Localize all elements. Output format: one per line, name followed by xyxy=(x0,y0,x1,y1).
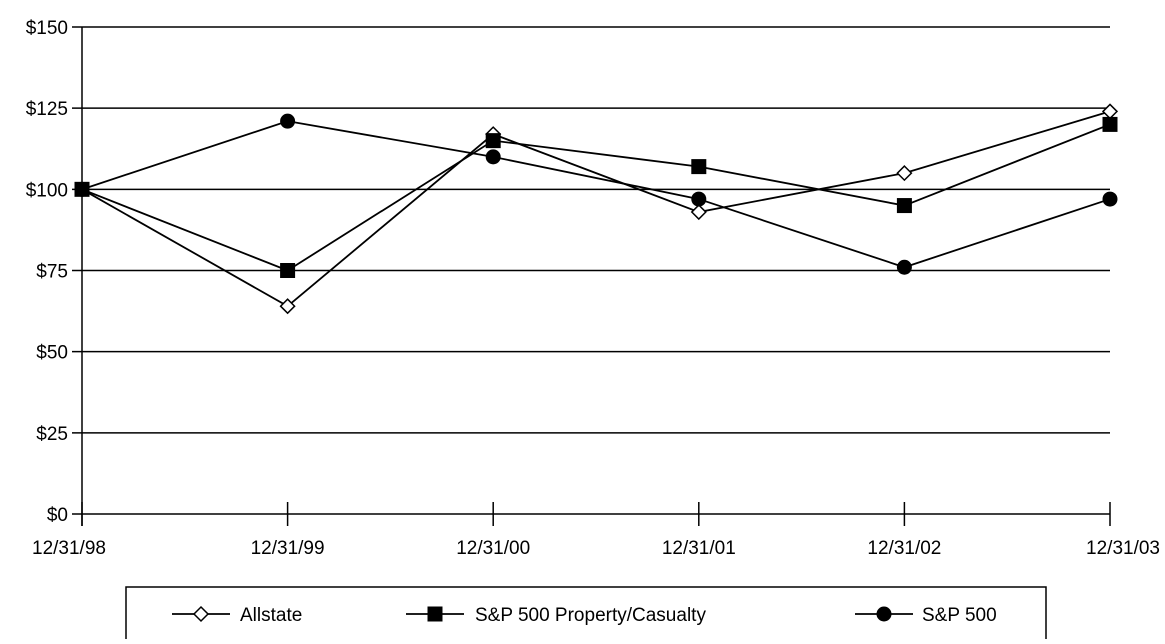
legend-marker xyxy=(427,606,443,622)
x-tick-label: 12/31/03 xyxy=(1086,538,1160,559)
axis-layer: $0 $25 $50 $75 $100 $125 $150 12/31/98 12/31/99 1… xyxy=(26,18,1160,559)
x-tick-label: 12/31/99 xyxy=(251,538,325,559)
data-point xyxy=(1102,191,1118,207)
data-point xyxy=(485,133,501,149)
data-point xyxy=(1102,116,1118,132)
data-point xyxy=(280,263,296,278)
legend-label: S&P 500 Property/Casualty xyxy=(475,605,706,626)
legend-item: S&P 500 Property/Casualty xyxy=(406,605,706,626)
data-point xyxy=(279,298,296,315)
data-point xyxy=(691,191,707,207)
data-point xyxy=(74,181,90,197)
legend-box xyxy=(125,586,1047,644)
data-point xyxy=(690,203,707,221)
series-line xyxy=(81,110,1111,308)
y-tick-label: $150 xyxy=(26,18,68,39)
data-point xyxy=(896,198,912,214)
y-tick-label: $100 xyxy=(26,180,68,201)
data-point xyxy=(896,165,913,182)
x-tick-label: 12/31/02 xyxy=(867,538,941,559)
data-point xyxy=(691,159,707,175)
legend: Allstate S&P 500 Property/Casualty S&P 500 xyxy=(125,586,1047,644)
data-point xyxy=(1101,103,1119,120)
grid-layer xyxy=(72,26,1110,515)
data-point xyxy=(280,113,296,129)
data-point xyxy=(485,149,501,165)
legend-item: S&P 500 xyxy=(855,605,997,626)
data-point xyxy=(896,259,912,275)
y-tick-label: $25 xyxy=(36,424,68,445)
legend-marker xyxy=(876,606,892,622)
x-tick-label: 12/31/01 xyxy=(662,538,736,559)
x-tick-label: 12/31/98 xyxy=(32,538,106,559)
y-tick-label: $125 xyxy=(26,99,68,120)
legend-label: Allstate xyxy=(240,605,302,626)
series-s-p-500-property-casualty xyxy=(74,116,1118,278)
series-s-p-500 xyxy=(74,113,1118,275)
legend-marker xyxy=(192,605,210,623)
series-layer xyxy=(73,103,1119,315)
series-allstate xyxy=(73,103,1119,315)
legend-item: Allstate xyxy=(172,605,302,626)
y-tick-label: $50 xyxy=(36,343,68,364)
series-line xyxy=(81,120,1111,269)
y-tick-label: $0 xyxy=(47,505,68,526)
x-tick-label: 12/31/00 xyxy=(456,538,530,559)
legend-label: S&P 500 xyxy=(922,605,997,626)
series-line xyxy=(81,123,1111,272)
y-tick-label: $75 xyxy=(36,262,68,283)
